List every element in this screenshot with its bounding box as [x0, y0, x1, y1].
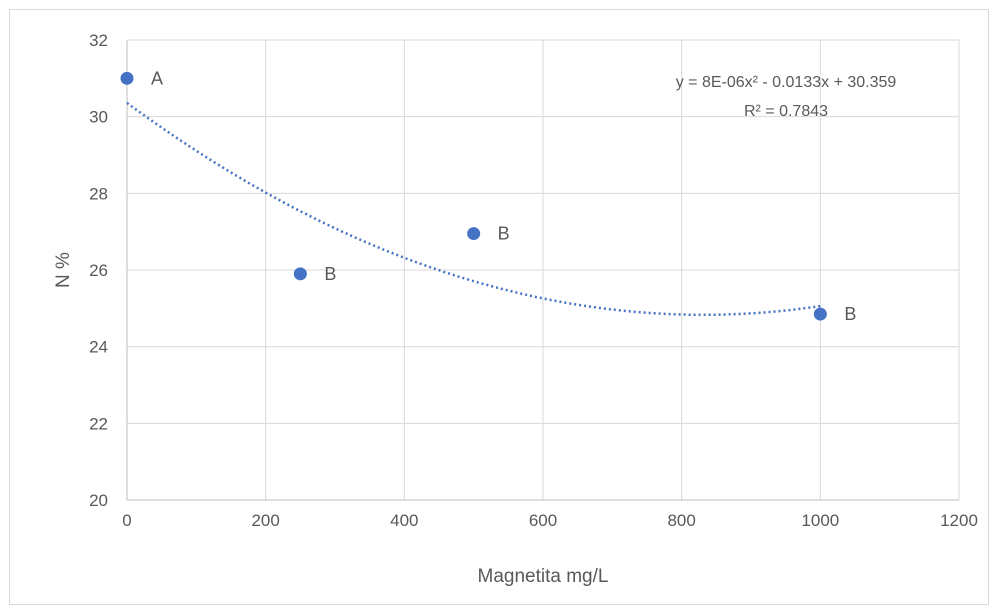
- x-tick-label: 600: [529, 511, 557, 530]
- y-tick-label: 22: [89, 414, 108, 433]
- data-labels: A B B B: [151, 68, 856, 324]
- data-point: [467, 227, 481, 241]
- y-tick-label: 32: [89, 31, 108, 50]
- y-tick-label: 28: [89, 184, 108, 203]
- y-tick-label: 26: [89, 261, 108, 280]
- chart-area: [9, 9, 989, 605]
- data-points: [120, 71, 827, 321]
- gridlines: [127, 39, 960, 500]
- trendline-r-squared: R² = 0.7843: [744, 103, 828, 120]
- tick-labels: 20 22 24 26 28 30 32 0 200 400 600 800 1000 1200: [89, 31, 978, 530]
- data-label: B: [844, 304, 856, 324]
- y-axis-label: N %: [53, 252, 74, 288]
- data-point: [813, 307, 827, 321]
- y-tick-label: 20: [89, 491, 108, 510]
- axes: [126, 40, 959, 501]
- data-label: A: [151, 68, 163, 88]
- x-tick-label: 400: [390, 511, 418, 530]
- y-tick-label: 30: [89, 108, 108, 127]
- trendline: [126, 101, 821, 317]
- data-point: [293, 267, 307, 281]
- data-label: B: [498, 224, 510, 244]
- trendline-equation: y = 8E-06x² - 0.0133x + 30.359: [676, 74, 897, 91]
- x-axis-label: Magnetita mg/L: [478, 566, 609, 587]
- data-point: [120, 71, 134, 85]
- x-tick-label: 800: [667, 511, 695, 530]
- data-label: B: [324, 264, 336, 284]
- y-tick-label: 24: [89, 338, 108, 357]
- x-tick-label: 200: [251, 511, 279, 530]
- x-tick-label: 1200: [940, 511, 978, 530]
- x-tick-label: 0: [122, 511, 131, 530]
- x-tick-label: 1000: [801, 511, 839, 530]
